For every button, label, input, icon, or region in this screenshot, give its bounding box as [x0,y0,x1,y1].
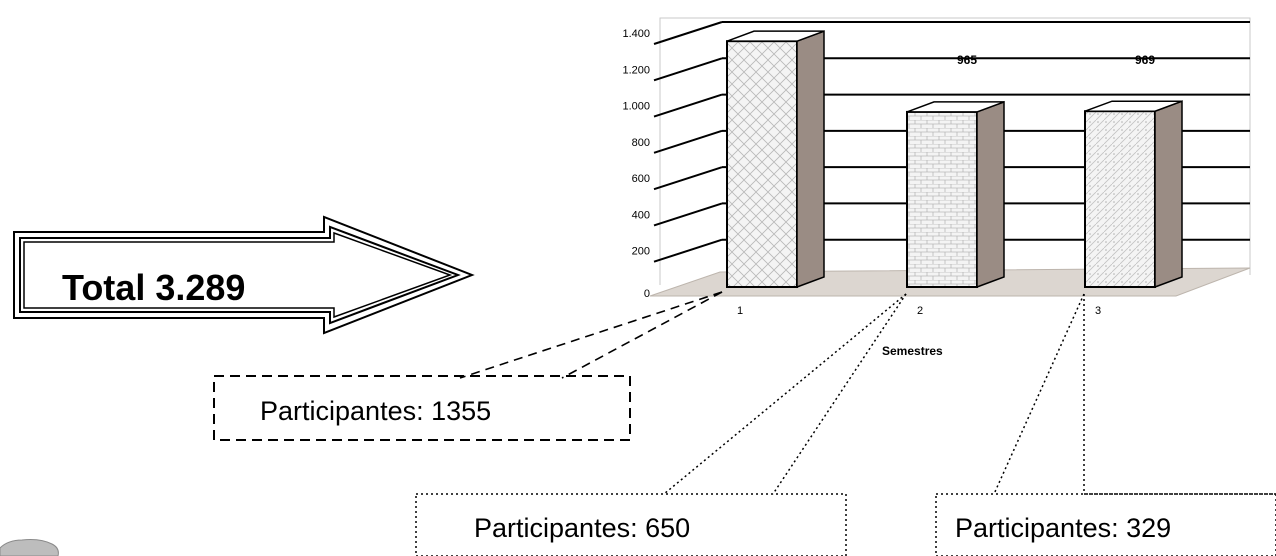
total-arrow [13,215,475,335]
data-label: 965 [957,53,977,67]
gridline-diagonal [653,21,723,45]
bar-side [1154,100,1183,289]
gridline-diagonal [653,93,723,118]
bar-side [796,30,825,289]
bar-side [976,100,1005,289]
x-tick-label: 3 [1095,305,1101,317]
gridline-diagonal [653,166,723,191]
y-tick-label: 200 [632,246,650,258]
callout-2-text: Participantes: 650 [474,513,690,543]
y-tick-label: 1.200 [622,64,650,76]
callout-1 [213,291,723,441]
x-axis-title: Semestres [882,344,943,358]
y-axis-ticks: 0 200 400 600 800 1.000 1.200 1.400 [622,28,650,300]
bar-3 [1084,100,1183,289]
gridline-diagonal [653,202,723,227]
y-tick-label: 0 [644,288,650,300]
gridline-diagonal [653,238,723,263]
bars [726,30,1183,289]
gridline-diagonal [653,57,723,82]
bar-top [726,30,825,42]
x-tick-label: 1 [737,305,743,317]
bar-front [906,110,978,288]
bar-front [726,40,798,288]
y-tick-label: 600 [632,173,650,185]
bar-front [1084,110,1156,289]
data-label: 969 [1135,53,1155,67]
decorative-stone-icon [0,539,59,556]
y-tick-label: 800 [632,137,650,149]
callout-2 [415,293,907,556]
total-label: Total 3.289 [62,267,245,308]
y-tick-label: 400 [632,209,650,221]
bar-top [1084,100,1183,112]
y-tick-label: 1.400 [622,28,650,40]
callout-1-text: Participantes: 1355 [260,396,491,426]
y-tick-label: 1.000 [622,101,650,113]
data-labels: 965 969 [957,53,1155,67]
bar-2 [906,100,1005,289]
callout-3-text: Participantes: 329 [955,513,1171,543]
callout-3 [935,293,1276,556]
bar-1 [726,30,825,289]
gridline-diagonal [653,129,723,154]
x-axis-categories: 1 2 3 [737,305,1101,317]
bar-top [906,101,1005,113]
x-tick-label: 2 [917,305,923,317]
